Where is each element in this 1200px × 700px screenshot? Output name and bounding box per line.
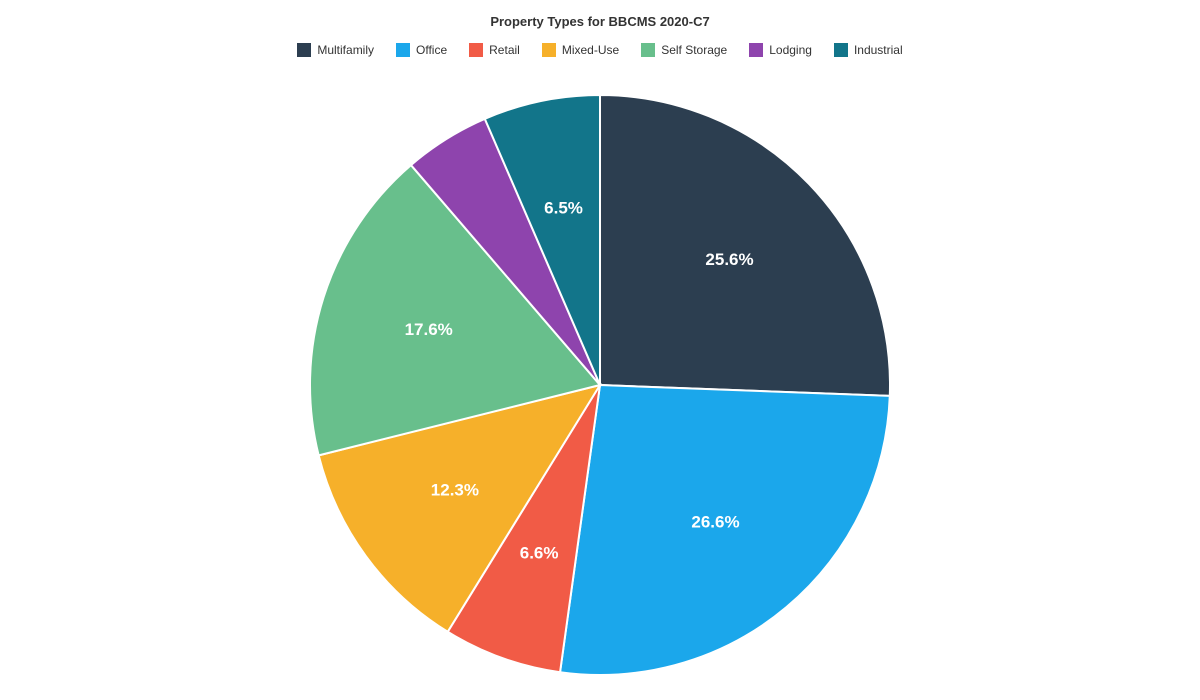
- legend-item[interactable]: Mixed-Use: [542, 43, 619, 57]
- legend-label: Industrial: [854, 43, 903, 57]
- legend-item[interactable]: Multifamily: [297, 43, 374, 57]
- chart-title: Property Types for BBCMS 2020-C7: [0, 0, 1200, 29]
- legend-label: Self Storage: [661, 43, 727, 57]
- legend-label: Multifamily: [317, 43, 374, 57]
- slice-label: 6.5%: [544, 198, 583, 217]
- pie-svg: 25.6% 26.6% 6.6% 12.3% 17.6% 6.5%: [300, 85, 900, 685]
- legend-label: Office: [416, 43, 447, 57]
- legend-swatch: [542, 43, 556, 57]
- legend-item[interactable]: Office: [396, 43, 447, 57]
- pie-slice[interactable]: [600, 95, 890, 396]
- legend-item[interactable]: Retail: [469, 43, 520, 57]
- legend-swatch: [641, 43, 655, 57]
- legend-label: Retail: [489, 43, 520, 57]
- slice-label: 26.6%: [691, 512, 739, 531]
- legend-item[interactable]: Self Storage: [641, 43, 727, 57]
- legend-swatch: [396, 43, 410, 57]
- legend-swatch: [297, 43, 311, 57]
- chart-legend: Multifamily Office Retail Mixed-Use Self Sto…: [0, 43, 1200, 57]
- legend-swatch: [834, 43, 848, 57]
- legend-item[interactable]: Lodging: [749, 43, 812, 57]
- slice-label: 12.3%: [431, 481, 479, 500]
- slice-label: 6.6%: [520, 544, 559, 563]
- legend-swatch: [469, 43, 483, 57]
- legend-swatch: [749, 43, 763, 57]
- slice-label: 17.6%: [405, 320, 453, 339]
- legend-item[interactable]: Industrial: [834, 43, 903, 57]
- legend-label: Lodging: [769, 43, 812, 57]
- pie-chart-container: Property Types for BBCMS 2020-C7 Multifa…: [0, 0, 1200, 700]
- slice-label: 25.6%: [705, 250, 753, 269]
- pie-area: 25.6% 26.6% 6.6% 12.3% 17.6% 6.5%: [0, 70, 1200, 700]
- legend-label: Mixed-Use: [562, 43, 619, 57]
